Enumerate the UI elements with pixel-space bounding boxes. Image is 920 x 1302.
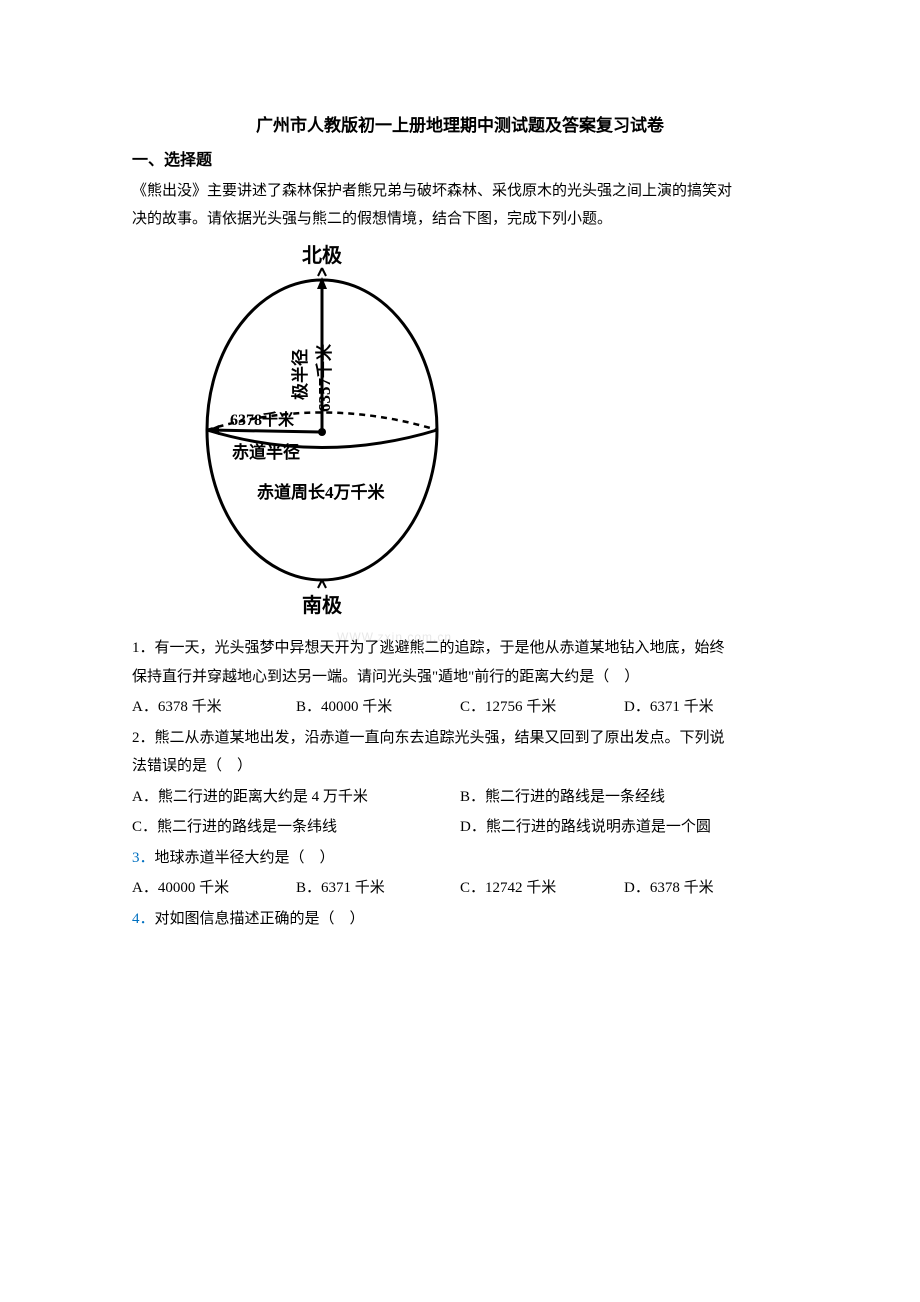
q2-optB: B．熊二行进的路线是一条经线 <box>460 783 788 812</box>
intro-text: 《熊出没》主要讲述了森林保护者熊兄弟与破坏森林、采伐原木的光头强之间上演的搞笑对… <box>132 177 788 234</box>
q1-optD: D．6371 千米 <box>624 693 788 722</box>
q1-optB: B．40000 千米 <box>296 693 460 722</box>
earth-svg-icon: 北极 极半径 6357千米 6378千米 赤道半径 赤道周长4万千米 南极 <box>192 240 452 620</box>
q3-num: 3． <box>132 850 155 866</box>
q1-line2: 保持直行并穿越地心到达另一端。请问光头强"遁地"前行的距离大约是（ ） <box>132 669 639 685</box>
q2-line2: 法错误的是（ ） <box>132 758 252 774</box>
question-1: 1．有一天，光头强梦中异想天开为了逃避熊二的追踪，于是他从赤道某地钻入地底，始终… <box>132 634 788 722</box>
q3-optB: B．6371 千米 <box>296 874 460 903</box>
q3-optD: D．6378 千米 <box>624 874 788 903</box>
equator-arrow-left-icon <box>207 425 219 435</box>
q1-optC: C．12756 千米 <box>460 693 624 722</box>
q1-num: 1． <box>132 640 155 656</box>
question-2-options-row1: A．熊二行进的距离大约是 4 万千米 B．熊二行进的路线是一条经线 <box>132 783 788 812</box>
q2-optA: A．熊二行进的距离大约是 4 万千米 <box>132 783 460 812</box>
q4-text: 对如图信息描述正确的是（ ） <box>155 911 365 927</box>
equator-radius-line <box>210 430 320 432</box>
question-1-options: A．6378 千米 B．40000 千米 C．12756 千米 D．6371 千… <box>132 693 788 722</box>
south-pole-label: 南极 <box>302 593 343 617</box>
question-4-text: 4．对如图信息描述正确的是（ ） <box>132 905 788 934</box>
q2-num: 2． <box>132 730 155 746</box>
equator-radius-value: 6378千米 <box>230 410 295 429</box>
q2-optD: D．熊二行进的路线说明赤道是一个圆 <box>460 813 788 842</box>
question-4: 4．对如图信息描述正确的是（ ） <box>132 905 788 934</box>
q1-optA: A．6378 千米 <box>132 693 296 722</box>
question-2: 2．熊二从赤道某地出发，沿赤道一直向东去追踪光头强，结果又回到了原出发点。下列说… <box>132 724 788 842</box>
question-3: 3．地球赤道半径大约是（ ） A．40000 千米 B．6371 千米 C．12… <box>132 844 788 903</box>
equator-circumference-label: 赤道周长4万千米 <box>257 482 385 502</box>
q3-optC: C．12742 千米 <box>460 874 624 903</box>
q2-line1: 熊二从赤道某地出发，沿赤道一直向东去追踪光头强，结果又回到了原出发点。下列说 <box>155 730 725 746</box>
question-3-options: A．40000 千米 B．6371 千米 C．12742 千米 D．6378 千… <box>132 874 788 903</box>
q2-optC: C．熊二行进的路线是一条纬线 <box>132 813 460 842</box>
intro-line1: 《熊出没》主要讲述了森林保护者熊兄弟与破坏森林、采伐原木的光头强之间上演的搞笑对 <box>132 183 732 199</box>
north-pole-label: 北极 <box>302 243 343 267</box>
q3-text: 地球赤道半径大约是（ ） <box>155 850 335 866</box>
question-1-text: 1．有一天，光头强梦中异想天开为了逃避熊二的追踪，于是他从赤道某地钻入地底，始终… <box>132 634 788 691</box>
earth-diagram: 北极 极半径 6357千米 6378千米 赤道半径 赤道周长4万千米 南极 <box>192 240 788 631</box>
question-2-text: 2．熊二从赤道某地出发，沿赤道一直向东去追踪光头强，结果又回到了原出发点。下列说… <box>132 724 788 781</box>
q3-optA: A．40000 千米 <box>132 874 296 903</box>
equator-radius-label: 赤道半径 <box>232 442 300 462</box>
intro-line2: 决的故事。请依据光头强与熊二的假想情境，结合下图，完成下列小题。 <box>132 211 612 227</box>
polar-radius-label: 极半径 <box>290 349 310 400</box>
q4-num: 4． <box>132 911 155 927</box>
question-2-options-row2: C．熊二行进的路线是一条纬线 D．熊二行进的路线说明赤道是一个圆 <box>132 813 788 842</box>
page-title: 广州市人教版初一上册地理期中测试题及答案复习试卷 <box>132 110 788 142</box>
q1-line1: 有一天，光头强梦中异想天开为了逃避熊二的追踪，于是他从赤道某地钻入地底，始终 <box>155 640 725 656</box>
section-heading: 一、选择题 <box>132 146 788 176</box>
question-3-text: 3．地球赤道半径大约是（ ） <box>132 844 788 873</box>
polar-radius-value: 6357千米 <box>314 343 334 412</box>
